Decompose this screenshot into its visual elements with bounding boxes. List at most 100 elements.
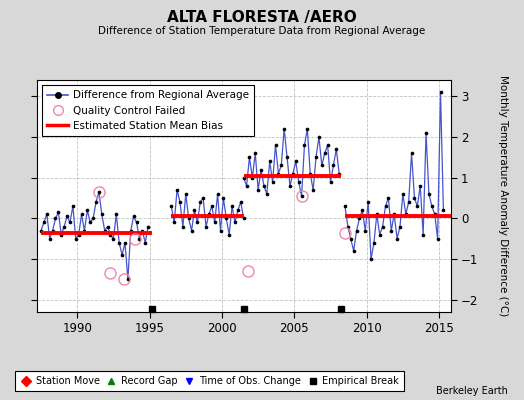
Point: [208, 203, 216, 209]
Point: [184, 215, 193, 222]
Point: [133, 219, 141, 226]
Point: [254, 187, 263, 193]
Point: [101, 227, 109, 234]
Point: [384, 195, 392, 201]
Point: [291, 158, 300, 165]
Point: [182, 191, 190, 197]
Point: [376, 232, 384, 238]
Point: [106, 232, 115, 238]
Point: [179, 223, 187, 230]
Point: [135, 236, 144, 242]
Point: [329, 162, 337, 169]
Point: [37, 227, 45, 234]
Point: [396, 223, 404, 230]
Legend: Difference from Regional Average, Quality Control Failed, Estimated Station Mean: Difference from Regional Average, Qualit…: [42, 85, 254, 136]
Point: [72, 236, 80, 242]
Point: [173, 187, 181, 193]
Point: [321, 150, 329, 156]
Point: [312, 154, 320, 160]
Point: [193, 219, 202, 226]
Point: [60, 223, 68, 230]
Y-axis label: Monthly Temperature Anomaly Difference (°C): Monthly Temperature Anomaly Difference (…: [498, 75, 508, 317]
Point: [103, 223, 112, 230]
Point: [341, 203, 349, 209]
Point: [97, 211, 106, 218]
Point: [234, 207, 242, 214]
Point: [239, 174, 248, 181]
Legend: Station Move, Record Gap, Time of Obs. Change, Empirical Break: Station Move, Record Gap, Time of Obs. C…: [15, 372, 404, 391]
Point: [352, 227, 361, 234]
Point: [95, 189, 103, 195]
Point: [260, 183, 268, 189]
Point: [355, 215, 364, 222]
Point: [170, 219, 178, 226]
Point: [413, 203, 421, 209]
Point: [436, 89, 445, 96]
Point: [40, 219, 48, 226]
Point: [42, 211, 51, 218]
Point: [361, 227, 369, 234]
Point: [309, 187, 318, 193]
Point: [335, 170, 343, 177]
Point: [367, 256, 375, 262]
Point: [89, 215, 97, 222]
Point: [318, 162, 326, 169]
Point: [257, 166, 265, 173]
Point: [211, 219, 219, 226]
Point: [370, 240, 378, 246]
Text: ALTA FLORESTA /AERO: ALTA FLORESTA /AERO: [167, 10, 357, 25]
Point: [306, 170, 314, 177]
Point: [294, 178, 303, 185]
Point: [381, 203, 390, 209]
Point: [425, 191, 433, 197]
Point: [390, 211, 398, 218]
Point: [433, 236, 442, 242]
Point: [422, 130, 430, 136]
Point: [243, 183, 251, 189]
Point: [138, 227, 147, 234]
Point: [225, 232, 233, 238]
Point: [213, 191, 222, 197]
Point: [141, 240, 149, 246]
Point: [428, 203, 436, 209]
Point: [274, 170, 282, 177]
Point: [231, 219, 239, 226]
Point: [263, 191, 271, 197]
Point: [326, 178, 335, 185]
Point: [410, 195, 419, 201]
Point: [205, 211, 213, 218]
Point: [358, 207, 367, 214]
Point: [69, 203, 77, 209]
Point: [439, 207, 447, 214]
Point: [199, 195, 208, 201]
Point: [176, 199, 184, 205]
Point: [219, 195, 227, 201]
Point: [63, 213, 71, 220]
Point: [283, 154, 291, 160]
Point: [46, 236, 54, 242]
Point: [350, 248, 358, 254]
Point: [144, 223, 152, 230]
Point: [196, 199, 204, 205]
Point: [228, 203, 236, 209]
Point: [92, 199, 100, 205]
Point: [405, 199, 413, 205]
Point: [378, 223, 387, 230]
Text: Berkeley Earth: Berkeley Earth: [436, 386, 508, 396]
Point: [74, 232, 83, 238]
Point: [271, 142, 280, 148]
Point: [248, 174, 257, 181]
Point: [190, 207, 199, 214]
Point: [280, 126, 288, 132]
Point: [202, 223, 210, 230]
Point: [401, 211, 410, 218]
Point: [78, 211, 86, 218]
Point: [332, 146, 341, 152]
Point: [48, 227, 57, 234]
Point: [286, 183, 294, 189]
Point: [297, 193, 305, 199]
Point: [129, 213, 138, 220]
Point: [303, 126, 312, 132]
Point: [124, 276, 132, 283]
Text: Difference of Station Temperature Data from Regional Average: Difference of Station Temperature Data f…: [99, 26, 425, 36]
